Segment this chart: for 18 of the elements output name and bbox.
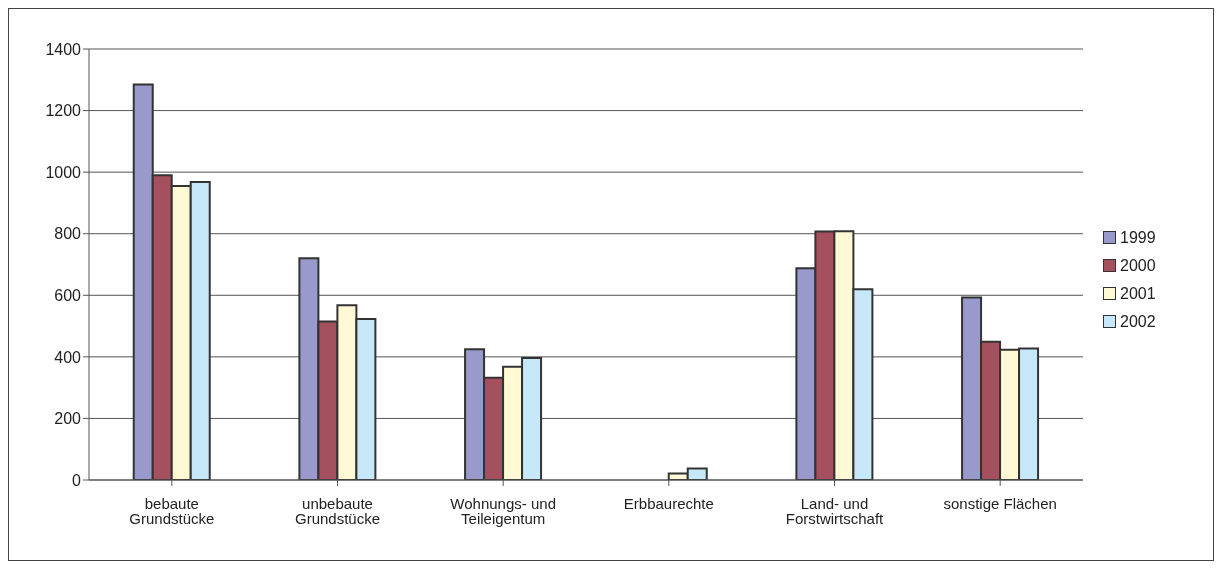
legend-label: 2000	[1120, 256, 1156, 275]
legend-label: 1999	[1120, 228, 1156, 247]
x-tick-label: unbebaute Grundstücke	[294, 494, 381, 527]
y-tick-label: 400	[54, 348, 82, 366]
y-tick-label: 1400	[45, 40, 82, 58]
x-tick-label: Land- und Forstwirtschaft	[785, 494, 885, 527]
y-tick-label: 1000	[45, 163, 82, 181]
y-tick-label: 600	[54, 286, 82, 304]
y-tick-label: 200	[54, 410, 82, 428]
y-tick-label: 0	[72, 471, 82, 489]
y-tick-label: 1200	[45, 102, 82, 120]
x-tick-label: Erbbaurechte	[623, 494, 714, 512]
legend-label: 2001	[1120, 284, 1156, 303]
x-tick-label: Wohnungs- und Teileigentum	[450, 494, 556, 527]
legend-label: 2002	[1120, 312, 1156, 331]
y-tick-label: 800	[54, 225, 82, 243]
x-tick-label: bebaute Grundstücke	[129, 494, 215, 527]
x-tick-label: sonstige Flächen	[943, 494, 1057, 512]
